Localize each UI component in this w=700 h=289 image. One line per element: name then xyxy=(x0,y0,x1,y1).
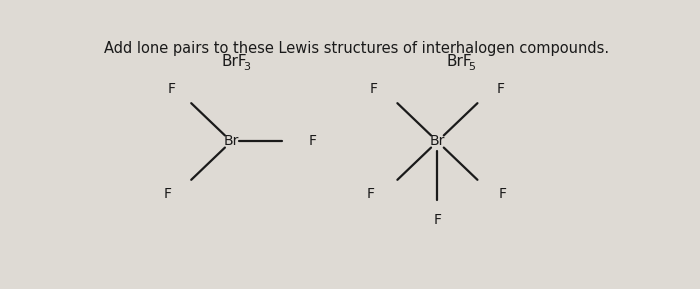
Text: F: F xyxy=(498,187,507,201)
Text: F: F xyxy=(367,187,374,201)
Text: F: F xyxy=(309,134,316,149)
Text: F: F xyxy=(370,82,378,96)
Text: 3: 3 xyxy=(243,62,250,72)
Text: BrF: BrF xyxy=(221,54,247,69)
Text: F: F xyxy=(167,82,176,96)
Text: F: F xyxy=(433,214,442,227)
Text: F: F xyxy=(164,187,172,201)
Text: 5: 5 xyxy=(468,62,475,72)
Text: Br: Br xyxy=(430,134,445,149)
Text: F: F xyxy=(497,82,505,96)
Text: Add lone pairs to these Lewis structures of interhalogen compounds.: Add lone pairs to these Lewis structures… xyxy=(104,41,609,56)
Text: Br: Br xyxy=(223,134,239,149)
Text: BrF: BrF xyxy=(447,54,472,69)
